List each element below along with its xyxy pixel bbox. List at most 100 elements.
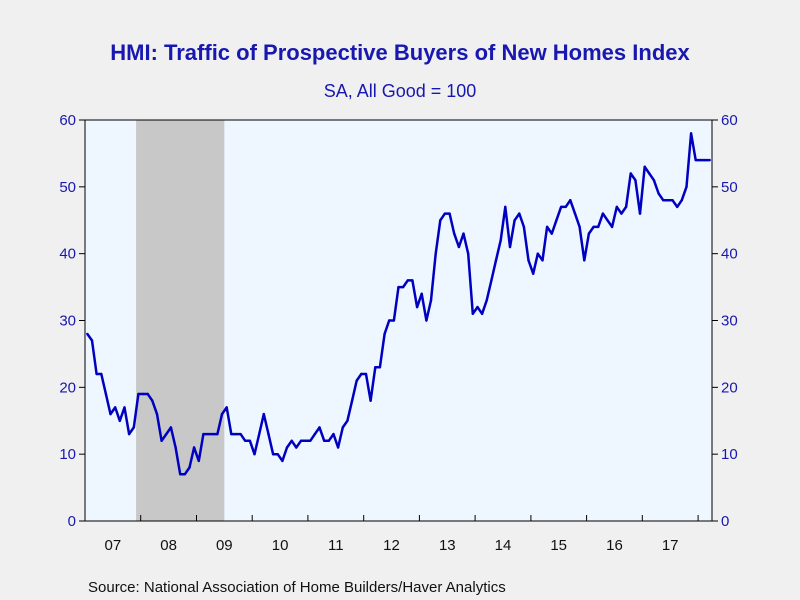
x-tick-label: 14 [495, 537, 512, 554]
data-point [374, 366, 377, 369]
data-point [508, 245, 512, 249]
data-point [583, 259, 586, 262]
data-point [271, 453, 275, 456]
data-point [643, 165, 646, 168]
y-tick-right-label: 0 [721, 513, 729, 530]
x-tick-label: 13 [439, 537, 456, 554]
data-point [680, 199, 683, 202]
x-tick-label: 07 [105, 537, 122, 554]
data-point [397, 285, 400, 289]
data-point [392, 319, 396, 322]
x-tick-label: 09 [216, 537, 233, 554]
data-point [132, 426, 135, 429]
data-point [165, 432, 168, 436]
data-point [160, 439, 163, 442]
data-point [155, 412, 159, 416]
data-point [462, 232, 465, 235]
data-point [360, 372, 363, 376]
data-point [262, 412, 265, 416]
data-point [592, 225, 595, 229]
data-point [694, 158, 697, 162]
data-point [127, 432, 131, 436]
data-point [453, 232, 456, 235]
data-point [490, 279, 493, 282]
data-point [174, 446, 177, 449]
data-point [550, 232, 553, 235]
data-point [703, 158, 707, 162]
data-point [522, 225, 526, 229]
data-point [234, 432, 238, 436]
data-point [323, 439, 326, 442]
data-point [95, 372, 98, 376]
data-point [248, 439, 252, 442]
data-point [267, 432, 270, 436]
data-point [536, 252, 539, 255]
data-point [610, 225, 614, 229]
x-tick-label: 12 [383, 537, 400, 554]
data-point [420, 292, 423, 295]
y-tick-left-label: 20 [59, 379, 76, 396]
data-point [545, 225, 549, 229]
data-point [244, 439, 247, 442]
data-point [100, 372, 103, 376]
data-point [448, 212, 451, 215]
x-tick-label: 10 [272, 537, 289, 554]
data-point [434, 252, 437, 255]
y-tick-right-label: 60 [721, 112, 738, 129]
data-point [104, 392, 108, 396]
data-point [662, 199, 665, 202]
data-point [364, 372, 368, 376]
data-point [476, 305, 479, 309]
y-tick-left-label: 30 [59, 313, 76, 330]
data-point [211, 432, 214, 436]
x-axis: 07 08 09 10 11 12 13 14 15 16 17 [105, 515, 699, 554]
x-tick-label: 17 [662, 537, 679, 554]
data-point [220, 412, 224, 416]
data-point [86, 332, 89, 336]
data-point [216, 432, 219, 436]
data-point [202, 432, 205, 436]
data-point [313, 432, 317, 436]
data-point [606, 219, 609, 222]
x-tick-label: 11 [328, 537, 344, 554]
data-point [388, 319, 391, 322]
y-tick-left-label: 10 [59, 446, 76, 463]
data-point [467, 252, 470, 255]
data-point [513, 219, 516, 222]
data-point [541, 259, 544, 262]
data-point [146, 392, 149, 396]
data-point [443, 212, 447, 215]
data-point [290, 439, 293, 442]
data-point [151, 399, 154, 402]
data-point [457, 245, 461, 249]
y-axis-left: 0 10 20 30 40 50 60 [59, 112, 85, 530]
data-point [225, 406, 228, 409]
data-point [341, 426, 344, 429]
data-point [318, 426, 321, 429]
data-point [258, 432, 261, 436]
data-point [192, 446, 196, 449]
data-point [276, 453, 279, 456]
data-point [411, 279, 414, 282]
data-point [597, 225, 600, 229]
chart-marks [86, 132, 711, 476]
data-point [676, 205, 679, 209]
y-tick-right-label: 20 [721, 379, 738, 396]
data-point [230, 432, 233, 436]
data-point [518, 212, 521, 215]
data-point [179, 473, 182, 476]
data-point [564, 205, 567, 209]
data-point [304, 439, 307, 442]
data-point [406, 279, 409, 282]
data-point [109, 412, 112, 416]
data-point [137, 392, 140, 396]
data-point [615, 205, 618, 209]
data-point [123, 406, 126, 409]
data-point [253, 453, 256, 456]
y-tick-left-label: 50 [59, 179, 76, 196]
data-point [295, 446, 298, 449]
chart-subtitle: SA, All Good = 100 [324, 81, 477, 101]
data-point [685, 185, 688, 188]
data-point [355, 379, 358, 382]
data-point [624, 205, 628, 209]
